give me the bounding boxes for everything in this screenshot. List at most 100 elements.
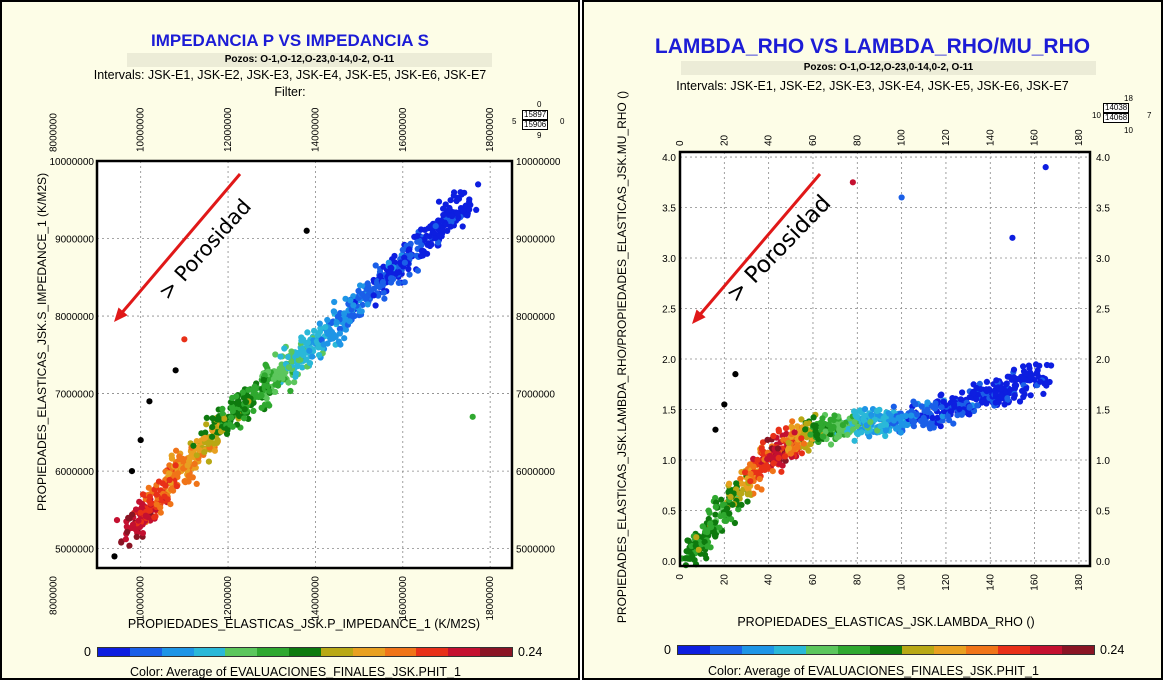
data-point <box>300 336 307 343</box>
colorbar-swatch <box>384 648 417 656</box>
data-point <box>949 395 956 402</box>
data-point <box>736 490 743 497</box>
y-tick-label-right: 8000000 <box>516 312 555 323</box>
data-point <box>712 533 719 540</box>
y-tick-label-right: 4.0 <box>1096 153 1110 164</box>
data-point <box>126 542 133 549</box>
data-point <box>229 408 236 415</box>
data-point <box>288 358 295 365</box>
data-point <box>937 423 944 430</box>
data-point <box>179 455 186 462</box>
data-point <box>798 416 805 423</box>
data-point <box>995 399 1002 406</box>
data-point <box>1034 367 1041 374</box>
data-point <box>473 206 480 213</box>
colorbar-max-label: 0.24 <box>1100 643 1125 657</box>
data-point <box>448 213 456 220</box>
colorbar <box>677 645 1095 655</box>
x-tick-label-bottom: 180 <box>1074 574 1085 591</box>
x-tick-label-bottom: 8000000 <box>48 576 59 615</box>
data-point <box>129 511 136 518</box>
data-point <box>118 539 125 546</box>
data-point <box>316 320 323 327</box>
data-point <box>1011 374 1018 381</box>
data-point <box>297 356 304 363</box>
data-point <box>983 400 990 407</box>
data-point <box>683 548 690 555</box>
data-point <box>785 445 792 452</box>
data-point <box>166 462 173 469</box>
data-point <box>460 207 467 214</box>
y-tick-label-right: 9000000 <box>516 235 555 246</box>
data-point <box>417 252 425 260</box>
data-point <box>783 430 790 437</box>
data-point <box>157 509 164 516</box>
data-point <box>785 439 792 446</box>
data-point <box>459 223 466 230</box>
data-point <box>249 386 256 393</box>
data-point <box>839 422 846 429</box>
data-point <box>387 275 395 282</box>
data-point <box>391 259 398 266</box>
data-point <box>685 537 692 545</box>
x-tick-label-bottom: 14000000 <box>310 576 321 621</box>
data-point <box>970 381 977 388</box>
y-tick-label-right: 1.0 <box>1096 456 1110 467</box>
count-lower: 14068 <box>1103 113 1130 123</box>
data-point <box>309 353 316 360</box>
data-point <box>223 430 231 437</box>
data-point <box>882 432 889 440</box>
data-point <box>819 415 826 422</box>
data-point <box>159 480 166 487</box>
y-tick-label-left: 3.5 <box>662 204 676 215</box>
y-tick-label-left: 8000000 <box>55 312 94 323</box>
y-tick-label-left: 2.5 <box>662 305 676 316</box>
data-point <box>769 468 776 475</box>
data-point <box>836 426 843 433</box>
data-point <box>1028 373 1035 380</box>
data-point <box>1004 373 1011 380</box>
porosity-arrow <box>118 173 242 316</box>
data-point <box>791 429 798 436</box>
x-tick-label-top: 120 <box>941 129 952 146</box>
outlier-point <box>1009 234 1016 241</box>
data-point <box>908 412 915 419</box>
y-tick-label-left: 3.0 <box>662 254 676 265</box>
data-point <box>1004 395 1011 402</box>
data-point <box>466 206 473 213</box>
data-point <box>227 421 234 428</box>
outlier-point <box>111 553 118 560</box>
y-tick-label-right: 3.0 <box>1096 254 1110 265</box>
outlier-point <box>469 413 476 420</box>
gridlines <box>679 152 1090 566</box>
count-left: 5 <box>512 117 517 126</box>
x-tick-label-top: 180 <box>1074 129 1085 146</box>
data-point <box>242 398 250 406</box>
data-point <box>874 407 881 414</box>
data-point <box>720 511 727 519</box>
data-point <box>712 519 719 526</box>
data-point <box>342 316 349 323</box>
data-point <box>439 225 446 232</box>
data-point <box>1046 378 1053 386</box>
data-point <box>807 431 814 438</box>
x-tick-label-top: 12000000 <box>223 107 234 152</box>
outlier-point <box>721 401 728 408</box>
data-point <box>704 527 711 534</box>
data-point <box>136 498 143 505</box>
intervals-label: Intervals: JSK-E1, JSK-E2, JSK-E3, JSK-E… <box>93 68 487 82</box>
y-axis-title: PROPIEDADES_ELASTICAS_JSK.LAMBDA_RHO/PRO… <box>615 91 629 623</box>
data-point <box>374 278 381 285</box>
count-right: 7 <box>1147 111 1152 120</box>
x-tick-label-top: 16000000 <box>398 107 409 152</box>
colorbar-swatch <box>966 646 998 654</box>
y-tick-label-left: 5000000 <box>55 545 94 556</box>
data-point <box>277 367 284 374</box>
data-point <box>1022 385 1030 392</box>
data-point <box>758 486 765 493</box>
data-point <box>258 392 265 399</box>
x-tick-label-bottom: 100 <box>897 574 908 591</box>
data-point <box>966 403 973 410</box>
data-point <box>316 352 323 359</box>
colorbar-swatch <box>870 646 902 654</box>
